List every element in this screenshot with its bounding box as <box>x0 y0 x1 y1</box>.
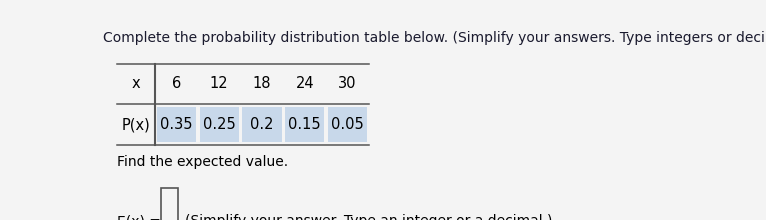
Text: 0.25: 0.25 <box>203 117 236 132</box>
Bar <box>328 107 367 142</box>
Text: 6: 6 <box>172 77 181 92</box>
Bar <box>242 107 282 142</box>
Text: 12: 12 <box>210 77 228 92</box>
Text: 24: 24 <box>296 77 314 92</box>
Text: 0.15: 0.15 <box>289 117 321 132</box>
Text: Complete the probability distribution table below. (Simplify your answers. Type : Complete the probability distribution ta… <box>103 31 766 46</box>
Text: 0.05: 0.05 <box>331 117 364 132</box>
Bar <box>200 107 239 142</box>
Text: 18: 18 <box>253 77 271 92</box>
Text: P(x): P(x) <box>122 117 150 132</box>
Bar <box>161 188 178 220</box>
Text: E(x) =: E(x) = <box>116 214 165 220</box>
Bar <box>285 107 324 142</box>
Bar <box>157 107 196 142</box>
Text: (Simplify your answer. Type an integer or a decimal.): (Simplify your answer. Type an integer o… <box>185 214 552 220</box>
Text: 30: 30 <box>339 77 357 92</box>
Text: x: x <box>132 77 140 92</box>
Text: Find the expected value.: Find the expected value. <box>116 155 288 169</box>
Text: 0.35: 0.35 <box>160 117 193 132</box>
Text: 0.2: 0.2 <box>250 117 273 132</box>
